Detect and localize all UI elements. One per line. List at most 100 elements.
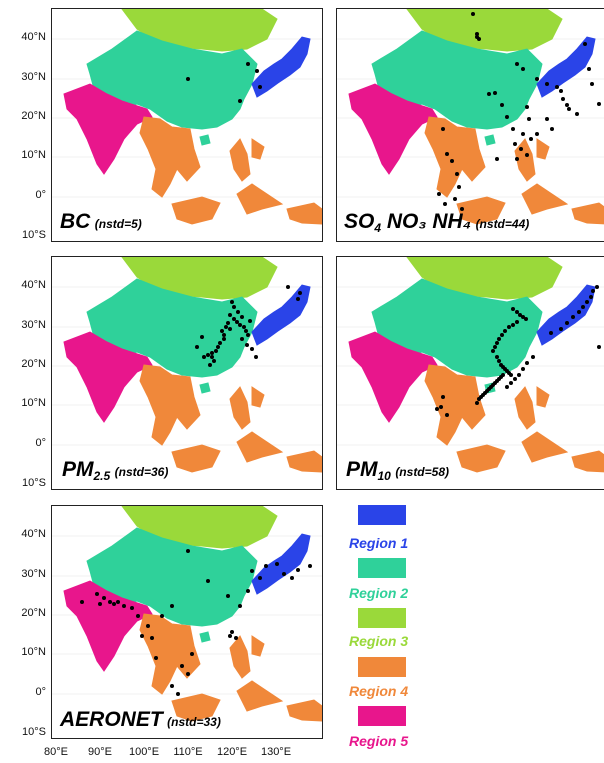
station-dot [170,604,174,608]
lon-tick-110e: 110°E [173,746,203,758]
lon-tick-90e: 90°E [88,746,112,758]
station-dot [226,321,230,325]
station-dot [515,310,519,314]
station-dot [505,115,509,119]
station-dot [450,159,454,163]
lat-tick-label: 0° [35,189,46,201]
station-dot [236,310,240,314]
station-dot [589,295,593,299]
region-4-shape [139,613,201,695]
station-dot [275,562,279,566]
region-1-shape [251,284,311,346]
station-dot [296,297,300,301]
station-dot [439,405,443,409]
station-dot [561,97,565,101]
station-dot [529,137,533,141]
region-5-shape [63,580,153,672]
station-dot [535,77,539,81]
station-dot [525,105,529,109]
region-4-shape [286,450,322,473]
station-dot [524,317,528,321]
station-dot [186,77,190,81]
station-dot [525,153,529,157]
station-dot [108,600,112,604]
station-dot [176,692,180,696]
legend-label-region-2: Region 2 [349,585,409,601]
station-dot [206,579,210,583]
region-4-shape [139,116,201,198]
lat-tick-label: 20°N [21,358,46,370]
region-4-shape [571,202,604,225]
station-dot [254,355,258,359]
station-dot [545,82,549,86]
station-dot [290,576,294,580]
station-dot [170,684,174,688]
map-panel-pm25 [51,256,323,490]
map-canvas [52,506,322,722]
region-4-shape [514,386,536,430]
station-dot [244,329,248,333]
station-dot [240,337,244,341]
region-2-shape [484,134,496,146]
map-canvas [52,9,322,225]
station-dot [232,305,236,309]
station-dot [513,142,517,146]
lon-tick-130e: 130°E [260,746,292,758]
station-dot [500,103,504,107]
lat-tick-label: 40°N [21,31,46,43]
station-dot [497,359,501,363]
legend-swatch-region-1 [358,505,406,525]
station-dot [298,291,302,295]
station-dot [565,321,569,325]
region-2-shape [199,631,211,643]
station-dot [495,355,499,359]
station-dot [200,335,204,339]
station-dot [517,373,521,377]
station-dot [230,630,234,634]
map-canvas [337,9,604,225]
station-dot [218,341,222,345]
station-dot [515,62,519,66]
legend-label-region-3: Region 3 [349,633,409,649]
station-dot [515,320,519,324]
region-4-shape [456,196,506,225]
station-dot [140,634,144,638]
station-dot [238,323,242,327]
region-4-shape [286,202,322,225]
station-dot [242,325,246,329]
lat-tick-label: 20°N [21,607,46,619]
station-dot [500,333,504,337]
station-dot [240,315,244,319]
station-dot [521,315,525,319]
station-dot [443,202,447,206]
region-4-shape [171,444,221,473]
map-panel-aeronet [51,505,323,739]
station-dot [585,300,589,304]
region-2-shape [199,382,211,394]
region-1-shape [536,36,596,98]
region-4-shape [139,364,201,446]
region-4-shape [236,183,284,215]
station-dot [160,614,164,618]
legend-label-region-5: Region 5 [349,733,409,749]
station-dot [122,604,126,608]
station-dot [228,313,232,317]
station-dot [228,634,232,638]
station-dot [577,310,581,314]
station-dot [559,89,563,93]
station-dot [102,596,106,600]
legend-label-region-4: Region 4 [349,683,409,699]
station-dot [477,37,481,41]
region-4-shape [236,680,284,712]
region-4-shape [251,635,265,657]
legend-swatch-region-3 [358,608,406,628]
region-4-shape [536,138,550,160]
station-dot [282,572,286,576]
station-dot [555,85,559,89]
station-dot [195,345,199,349]
station-dot [519,147,523,151]
station-dot [511,127,515,131]
station-dot [441,127,445,131]
station-dot [186,672,190,676]
station-dot [216,345,220,349]
